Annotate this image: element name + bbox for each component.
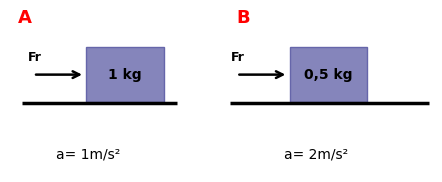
Text: Fr: Fr xyxy=(231,51,245,64)
Text: Fr: Fr xyxy=(28,51,42,64)
Bar xyxy=(290,47,367,102)
Text: A: A xyxy=(18,9,31,27)
Text: a= 1m/s²: a= 1m/s² xyxy=(56,148,121,162)
Text: a= 2m/s²: a= 2m/s² xyxy=(284,148,348,162)
Text: 0,5 kg: 0,5 kg xyxy=(304,68,353,82)
Text: 1 kg: 1 kg xyxy=(108,68,142,82)
Text: B: B xyxy=(236,9,250,27)
Bar xyxy=(86,47,164,102)
